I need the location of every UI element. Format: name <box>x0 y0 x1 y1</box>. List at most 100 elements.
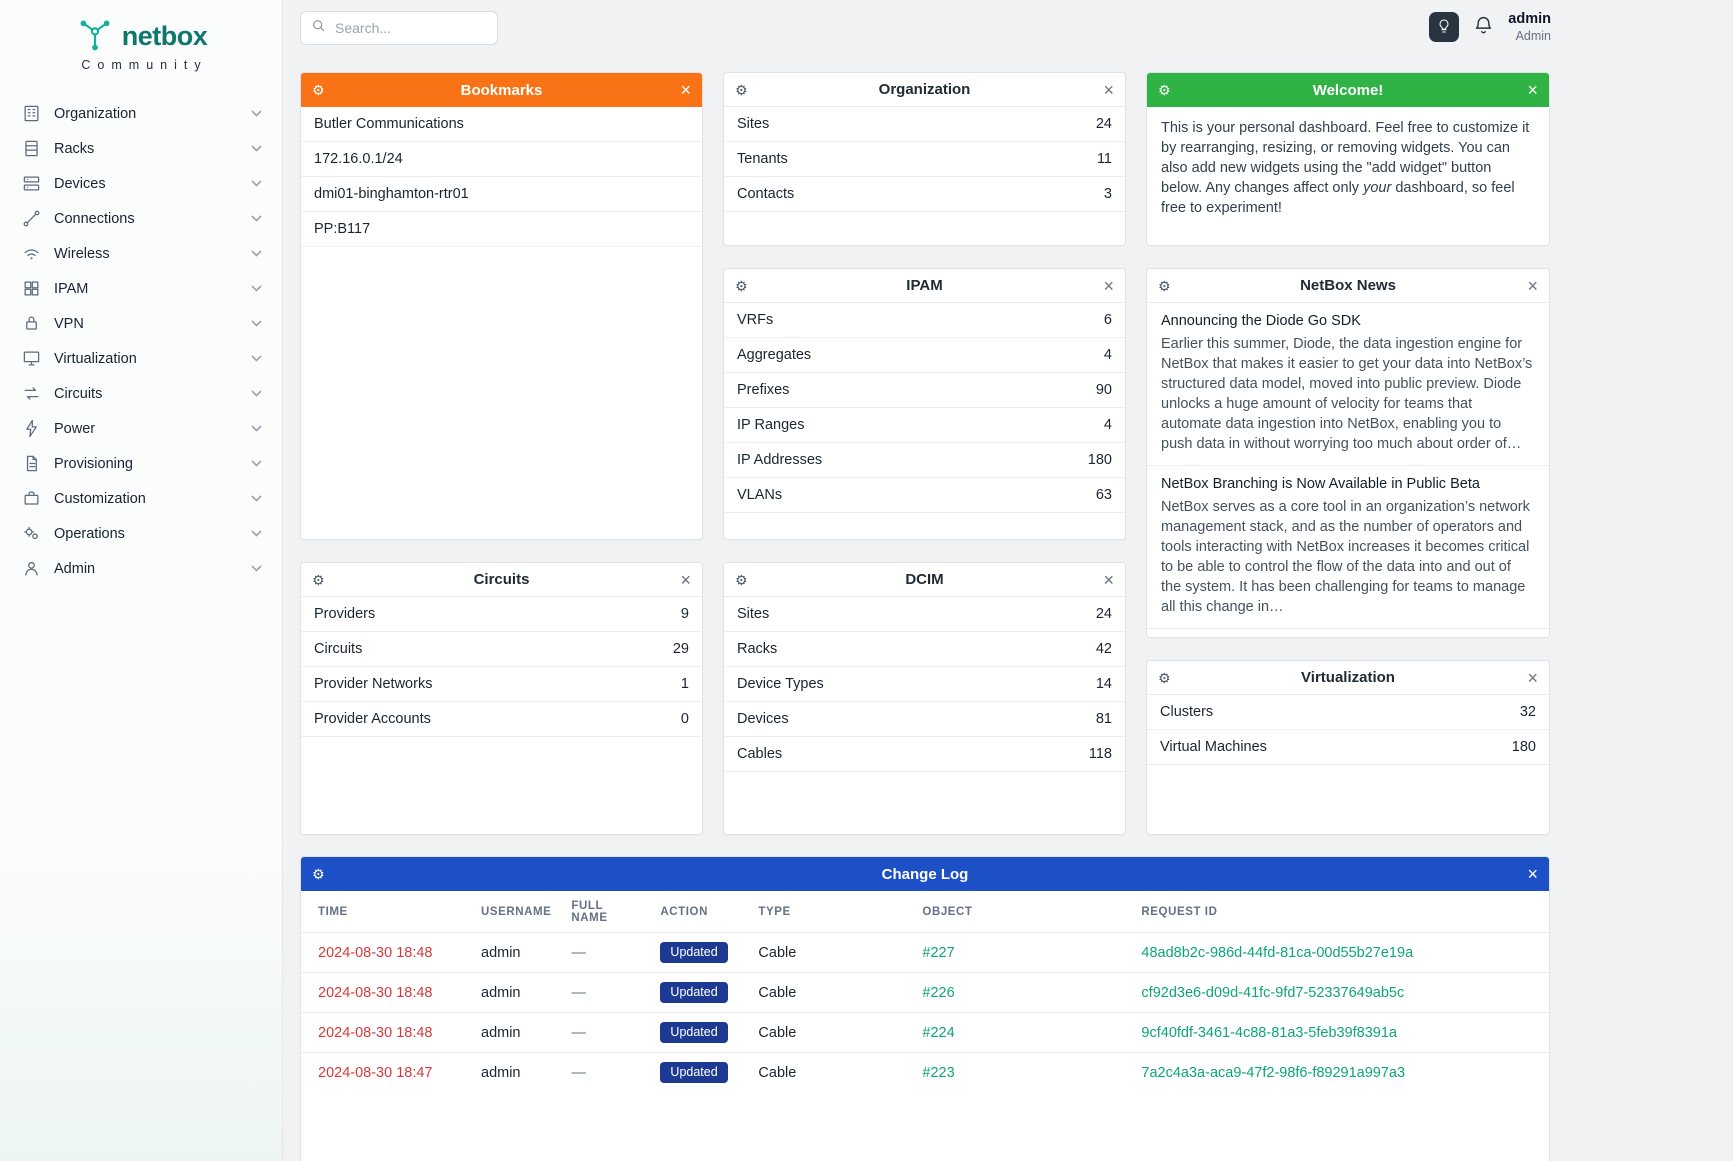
widget-ipam: ⚙ IPAM × VRFs 6 Aggregates 4 Prefixes 90 IP… <box>723 268 1126 540</box>
stat-value: 118 <box>1088 746 1112 762</box>
sidebar-item-wireless[interactable]: Wireless <box>0 236 282 271</box>
object-link[interactable]: #226 <box>922 984 955 1001</box>
stat-list: Providers 9 Circuits 29 Provider Networks 1… <box>301 597 702 737</box>
stat-row[interactable]: Virtual Machines 180 <box>1147 730 1549 765</box>
stat-value: 9 <box>680 606 689 622</box>
request-id-link[interactable]: 9cf40fdf-3461-4c88-81a3-5feb39f8391a <box>1141 1024 1397 1041</box>
theme-toggle-button[interactable] <box>1429 12 1460 43</box>
sidebar-item-operations[interactable]: Operations <box>0 516 282 551</box>
stat-row[interactable]: Circuits 29 <box>301 632 702 667</box>
change-log-row: 2024-08-30 18:48 admin — Updated Cable #… <box>301 1012 1549 1053</box>
time-link[interactable]: 2024-08-30 18:47 <box>318 1064 433 1081</box>
news-item: Announcing the Diode Go SDK Earlier this… <box>1147 303 1549 466</box>
request-id-link[interactable]: cf92d3e6-d09d-41fc-9fd7-52337649ab5c <box>1141 984 1405 1001</box>
sidebar-item-power[interactable]: Power <box>0 411 282 446</box>
full-name-cell: — <box>571 1024 586 1041</box>
time-link[interactable]: 2024-08-30 18:48 <box>318 1024 433 1041</box>
gear-icon[interactable]: ⚙ <box>1158 669 1171 686</box>
sidebar-item-admin[interactable]: Admin <box>0 551 282 586</box>
sidebar-item-devices[interactable]: Devices <box>0 166 282 201</box>
action-badge: Updated <box>660 942 728 963</box>
close-icon[interactable]: × <box>1103 79 1114 100</box>
stat-row[interactable]: Providers 9 <box>301 597 702 632</box>
brand-link[interactable]: netbox <box>0 18 282 55</box>
widget-organization-header: ⚙ Organization × <box>724 73 1125 107</box>
sidebar-item-connections[interactable]: Connections <box>0 201 282 236</box>
welcome-text: This is your personal dashboard. Feel fr… <box>1147 107 1549 229</box>
sidebar-item-virtualization[interactable]: Virtualization <box>0 341 282 376</box>
stat-row[interactable]: Provider Networks 1 <box>301 667 702 702</box>
user-menu[interactable]: admin Admin <box>1508 11 1551 43</box>
gear-icon[interactable]: ⚙ <box>735 571 748 588</box>
stat-row[interactable]: VRFs 6 <box>724 303 1125 338</box>
stat-value: 14 <box>1095 676 1112 692</box>
search-input[interactable] <box>335 19 516 36</box>
sidebar-item-customization[interactable]: Customization <box>0 481 282 516</box>
sidebar-item-provisioning[interactable]: Provisioning <box>0 446 282 481</box>
bookmarks-list: Butler Communications 172.16.0.1/24 dmi0… <box>301 107 702 247</box>
gear-icon[interactable]: ⚙ <box>1158 277 1171 294</box>
news-headline-link[interactable]: NetBox Branching is Now Available in Pub… <box>1161 476 1480 492</box>
stat-row[interactable]: Clusters 32 <box>1147 695 1549 730</box>
stat-row[interactable]: Device Types 14 <box>724 667 1125 702</box>
stat-row[interactable]: Racks 42 <box>724 632 1125 667</box>
stat-value: 63 <box>1095 487 1112 503</box>
gear-icon[interactable]: ⚙ <box>312 866 325 882</box>
gear-icon[interactable]: ⚙ <box>312 82 325 98</box>
object-link[interactable]: #223 <box>922 1064 955 1081</box>
bookmark-item[interactable]: 172.16.0.1/24 <box>301 142 702 177</box>
search-box <box>300 10 516 45</box>
close-icon[interactable]: × <box>680 569 691 590</box>
object-link[interactable]: #224 <box>922 1024 955 1041</box>
stat-row[interactable]: VLANs 63 <box>724 478 1125 513</box>
object-link[interactable]: #227 <box>922 944 955 961</box>
gear-icon[interactable]: ⚙ <box>735 81 748 98</box>
close-icon[interactable]: × <box>1527 667 1538 688</box>
stat-row[interactable]: Aggregates 4 <box>724 338 1125 373</box>
sidebar-item-organization[interactable]: Organization <box>0 96 282 131</box>
news-list: Announcing the Diode Go SDK Earlier this… <box>1147 303 1549 637</box>
stat-row[interactable]: IP Addresses 180 <box>724 443 1125 478</box>
gear-icon[interactable]: ⚙ <box>735 277 748 294</box>
time-link[interactable]: 2024-08-30 18:48 <box>318 944 433 961</box>
stat-row[interactable]: IP Ranges 4 <box>724 408 1125 443</box>
widget-circuits: ⚙ Circuits × Providers 9 Circuits 29 Provi… <box>300 562 703 835</box>
bookmark-item[interactable]: dmi01-binghamton-rtr01 <box>301 177 702 212</box>
sidebar-item-ipam[interactable]: IPAM <box>0 271 282 306</box>
sidebar-item-vpn[interactable]: VPN <box>0 306 282 341</box>
sidebar-item-label: Connections <box>54 210 135 227</box>
time-link[interactable]: 2024-08-30 18:48 <box>318 984 433 1001</box>
stat-label: Providers <box>314 606 376 622</box>
column-header-type: TYPE <box>758 906 791 918</box>
request-id-link[interactable]: 48ad8b2c-986d-44fd-81ca-00d55b27e19a <box>1141 944 1414 961</box>
gear-icon[interactable]: ⚙ <box>1158 82 1171 98</box>
sidebar-item-circuits[interactable]: Circuits <box>0 376 282 411</box>
widget-title: DCIM <box>905 571 944 588</box>
close-icon[interactable]: × <box>1527 275 1538 296</box>
stat-list: Clusters 32 Virtual Machines 180 <box>1147 695 1549 765</box>
stat-row[interactable]: Tenants 11 <box>724 142 1125 177</box>
news-headline-link[interactable]: Announcing the Diode Go SDK <box>1161 313 1361 329</box>
stat-row[interactable]: Contacts 3 <box>724 177 1125 212</box>
stat-row[interactable]: Cables 118 <box>724 737 1125 772</box>
gear-icon[interactable]: ⚙ <box>312 571 325 588</box>
stat-row[interactable]: Provider Accounts 0 <box>301 702 702 737</box>
close-icon[interactable]: × <box>1527 80 1538 100</box>
close-icon[interactable]: × <box>680 80 691 100</box>
notifications-button[interactable] <box>1473 15 1494 39</box>
close-icon[interactable]: × <box>1103 275 1114 296</box>
stat-list: VRFs 6 Aggregates 4 Prefixes 90 IP Ranges 4 … <box>724 303 1125 513</box>
stat-row[interactable]: Devices 81 <box>724 702 1125 737</box>
bookmark-item[interactable]: Butler Communications <box>301 107 702 142</box>
bookmark-item[interactable]: PP:B117 <box>301 212 702 247</box>
action-badge: Updated <box>660 1062 728 1083</box>
stat-row[interactable]: Sites 24 <box>724 597 1125 632</box>
widget-title: Circuits <box>473 571 530 588</box>
stat-row[interactable]: Prefixes 90 <box>724 373 1125 408</box>
close-icon[interactable]: × <box>1103 569 1114 590</box>
sidebar-item-racks[interactable]: Racks <box>0 131 282 166</box>
stat-row[interactable]: Sites 24 <box>724 107 1125 142</box>
request-id-link[interactable]: 7a2c4a3a-aca9-47f2-98f6-f89291a997a3 <box>1141 1064 1406 1081</box>
close-icon[interactable]: × <box>1527 864 1538 884</box>
